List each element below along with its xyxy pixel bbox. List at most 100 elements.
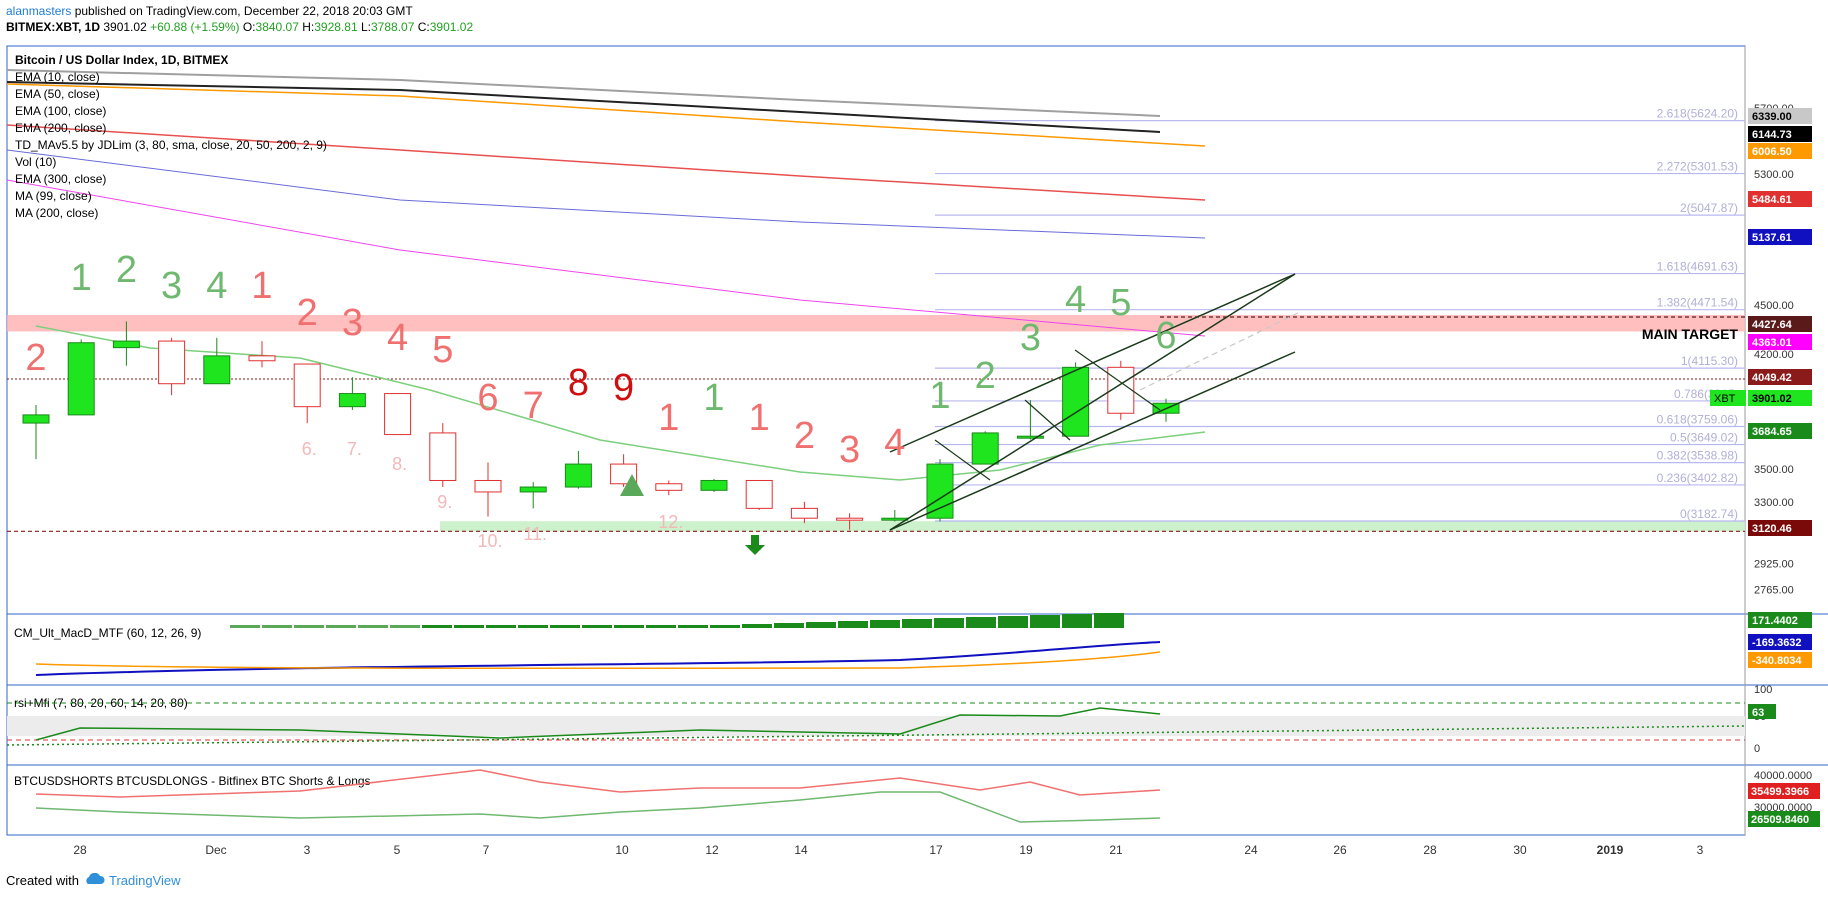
shorts-line bbox=[35, 769, 1161, 798]
fib-level-label: 1.618(4691.63) bbox=[1657, 260, 1738, 274]
td-count-number: 1 bbox=[749, 397, 770, 439]
candle-body bbox=[655, 483, 683, 491]
shorts-longs-label[interactable]: BTCUSDSHORTS BTCUSDLONGS - Bitfinex BTC … bbox=[14, 774, 371, 788]
ema-50-line bbox=[6, 124, 1206, 201]
time-axis-label: 30 bbox=[1513, 843, 1527, 857]
td-count-number: 1 bbox=[929, 375, 950, 417]
buy-triangle-icon bbox=[620, 474, 644, 496]
rsi-axis-label: 100 bbox=[1754, 684, 1772, 696]
shorts-tag-value: 35499.3966 bbox=[1751, 786, 1809, 798]
macd-histogram-bar bbox=[998, 616, 1028, 628]
candle-body bbox=[971, 432, 999, 465]
candle-body bbox=[564, 463, 592, 488]
legend-item[interactable]: MA (200, close) bbox=[15, 206, 98, 220]
macd-histogram-bar bbox=[294, 625, 324, 628]
td-count-number: 1 bbox=[251, 265, 272, 307]
td-count-number: 2 bbox=[116, 249, 137, 291]
symbol-label: BITMEX:XBT, 1D bbox=[6, 20, 101, 34]
chart-canvas[interactable]: 3.618(6556.77)2.618(5624.20)2.272(5301.5… bbox=[0, 0, 1828, 868]
fib-level-label: 2.272(5301.53) bbox=[1657, 160, 1738, 174]
low-value: 3788.07 bbox=[371, 20, 415, 34]
legend-item[interactable]: EMA (50, close) bbox=[15, 87, 100, 101]
legend-item[interactable]: EMA (300, close) bbox=[15, 172, 106, 186]
legend-item[interactable]: Bitcoin / US Dollar Index, 1D, BITMEX bbox=[15, 53, 228, 67]
td-count-number: 2 bbox=[297, 292, 318, 334]
legend-item[interactable]: EMA (100, close) bbox=[15, 104, 106, 118]
time-axis-label: 21 bbox=[1109, 843, 1123, 857]
ema-10-line bbox=[35, 325, 1206, 481]
td-count-number: 3 bbox=[342, 302, 363, 344]
shorts-tag-value: 26509.8460 bbox=[1751, 814, 1809, 826]
price-tag bbox=[1748, 334, 1812, 350]
author-link[interactable]: alanmasters bbox=[6, 4, 72, 18]
candle-body bbox=[700, 479, 728, 491]
td-count-number: 1 bbox=[71, 257, 92, 299]
tradingview-logo-link[interactable]: TradingView bbox=[108, 873, 181, 888]
macd-histogram-bar bbox=[934, 618, 964, 628]
td-count-number: 3 bbox=[161, 265, 182, 307]
candle-body bbox=[67, 342, 95, 416]
price-tag bbox=[1748, 126, 1812, 142]
time-axis-label: 5 bbox=[394, 843, 401, 857]
macd-histogram-bar bbox=[806, 622, 836, 628]
candle-body bbox=[112, 340, 140, 349]
macd-histogram-bar bbox=[550, 625, 580, 628]
ma-200-line bbox=[6, 179, 1206, 337]
fib-level-label: 1.382(4471.54) bbox=[1657, 296, 1738, 310]
macd-histogram-bar bbox=[1094, 613, 1124, 628]
candle-body bbox=[158, 340, 186, 385]
rsi-tag bbox=[1748, 704, 1776, 719]
main-target-label: MAIN TARGET bbox=[1642, 326, 1739, 342]
macd-tag-value: -169.3632 bbox=[1752, 637, 1802, 649]
td-setup-small-number: 11. bbox=[523, 524, 547, 544]
publish-text: published on TradingView.com, December 2… bbox=[71, 4, 413, 18]
macd-histogram-bar bbox=[390, 625, 420, 628]
support-band bbox=[440, 521, 1745, 532]
price-tag-value: 4363.01 bbox=[1752, 337, 1792, 349]
rsi-tag-value: 63 bbox=[1752, 707, 1764, 719]
main-target-band bbox=[7, 314, 1745, 332]
price-tag-value: 5484.61 bbox=[1752, 194, 1792, 206]
price-axis-label: 5300.00 bbox=[1754, 169, 1794, 181]
macd-histogram-bar bbox=[358, 625, 388, 628]
price-axis-label: 4200.00 bbox=[1754, 349, 1794, 361]
ema-100-line bbox=[6, 83, 1206, 147]
candle-body bbox=[926, 463, 954, 519]
fib-level-label: 0.236(3402.82) bbox=[1657, 471, 1738, 485]
time-axis-label: 24 bbox=[1244, 843, 1258, 857]
macd-histogram-bar bbox=[518, 625, 548, 628]
td-count-number: 1 bbox=[658, 397, 679, 439]
macd-tag bbox=[1748, 612, 1812, 628]
macd-label[interactable]: CM_Ult_MacD_MTF (60, 12, 26, 9) bbox=[14, 626, 201, 640]
price-tag bbox=[1748, 369, 1812, 385]
macd-tag bbox=[1748, 652, 1812, 668]
time-axis-label: 3 bbox=[1697, 843, 1704, 857]
legend-item[interactable]: EMA (10, close) bbox=[15, 70, 100, 84]
candle-body bbox=[745, 479, 773, 509]
open-label: O: bbox=[242, 20, 256, 34]
price-tag-value: 5137.61 bbox=[1752, 232, 1792, 244]
legend-item[interactable]: EMA (200, close) bbox=[15, 121, 106, 135]
price-tag bbox=[1748, 316, 1812, 332]
candle-body bbox=[1062, 366, 1090, 437]
longs-line bbox=[35, 791, 1161, 823]
legend-item[interactable]: TD_MAv5.5 by JDLim (3, 80, sma, close, 2… bbox=[15, 138, 327, 152]
macd-line bbox=[35, 641, 1161, 676]
shorts-tag bbox=[1748, 783, 1820, 799]
macd-tag-value: -340.8034 bbox=[1752, 655, 1802, 667]
macd-histogram-bar bbox=[710, 625, 740, 628]
candle-body bbox=[338, 393, 366, 408]
high-value: 3928.81 bbox=[314, 20, 358, 34]
macd-histogram-bar bbox=[742, 624, 772, 628]
candle-body bbox=[203, 355, 231, 385]
legend-item[interactable]: MA (99, close) bbox=[15, 189, 92, 203]
candle-body bbox=[1016, 435, 1044, 439]
td-count-number: 5 bbox=[432, 329, 453, 371]
pattern-line bbox=[934, 439, 991, 481]
candle-body bbox=[248, 355, 276, 362]
macd-histogram-bar bbox=[486, 625, 516, 628]
candle-body bbox=[881, 517, 909, 521]
legend-item[interactable]: Vol (10) bbox=[15, 155, 56, 169]
channel-lower-line bbox=[889, 351, 1296, 531]
candle-body bbox=[429, 432, 457, 481]
